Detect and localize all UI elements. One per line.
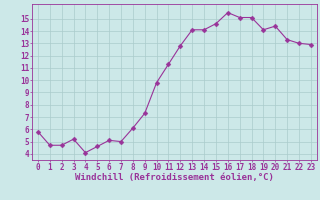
X-axis label: Windchill (Refroidissement éolien,°C): Windchill (Refroidissement éolien,°C) (75, 173, 274, 182)
